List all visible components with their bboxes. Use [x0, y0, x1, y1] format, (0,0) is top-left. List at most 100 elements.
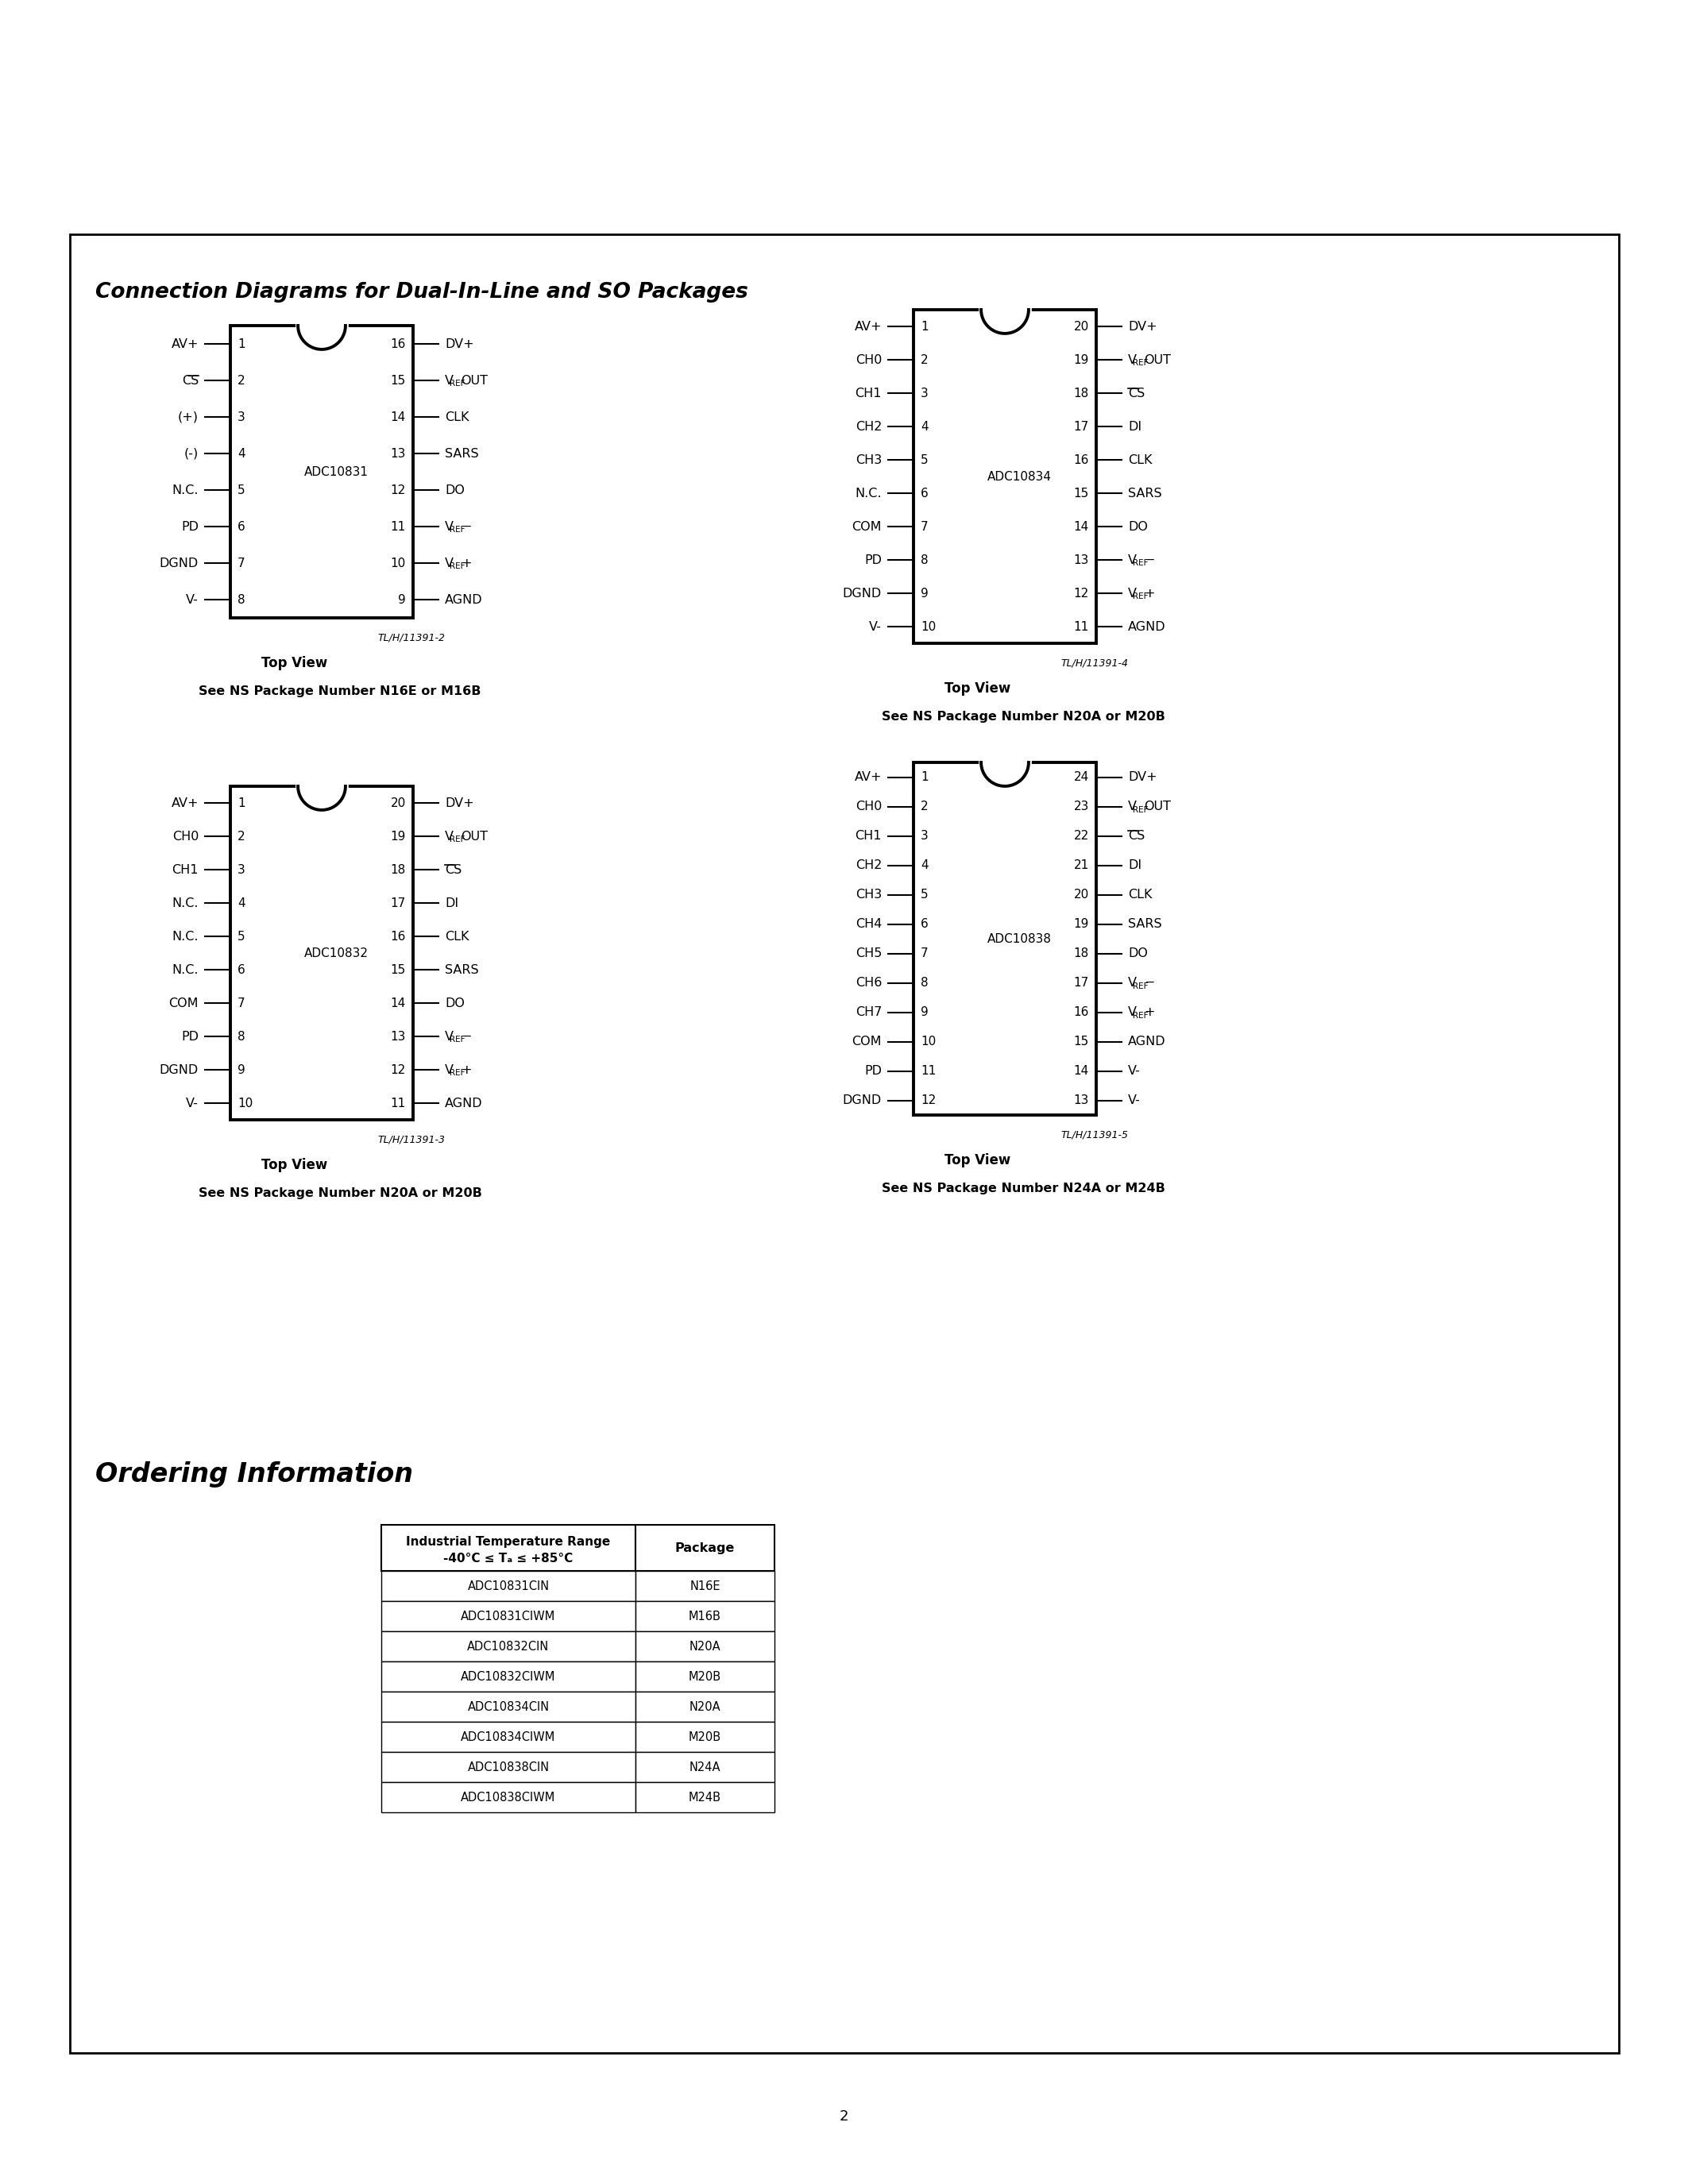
Text: 8: 8: [238, 594, 245, 605]
Text: 21: 21: [1074, 858, 1089, 871]
Bar: [69, 234, 1619, 2053]
Text: DI: DI: [1128, 858, 1141, 871]
Text: DV+: DV+: [446, 339, 474, 349]
Text: V: V: [1128, 555, 1136, 566]
Bar: [635, 1570, 775, 1601]
Text: CS: CS: [1128, 830, 1144, 841]
Bar: [635, 1782, 775, 1813]
Text: 8: 8: [920, 555, 928, 566]
Text: V-: V-: [186, 1096, 199, 1109]
Bar: [381, 1631, 635, 1662]
Text: REF: REF: [1133, 983, 1148, 989]
Text: 14: 14: [1074, 1066, 1089, 1077]
Bar: [635, 1601, 775, 1631]
Text: ADC10838: ADC10838: [987, 933, 1052, 946]
Text: 11: 11: [920, 1066, 935, 1077]
Text: CH3: CH3: [856, 889, 881, 900]
Bar: [381, 1782, 635, 1813]
Text: V: V: [1128, 1007, 1136, 1018]
Text: V: V: [446, 373, 454, 387]
Text: +: +: [1144, 587, 1155, 598]
Text: 12: 12: [1074, 587, 1089, 598]
Text: AGND: AGND: [1128, 1035, 1166, 1048]
Text: CLK: CLK: [1128, 454, 1153, 465]
Text: 2: 2: [839, 2110, 849, 2123]
Text: 7: 7: [238, 998, 245, 1009]
Text: V: V: [1128, 802, 1136, 812]
Text: V-: V-: [186, 594, 199, 605]
Text: 5: 5: [238, 930, 245, 941]
Text: V: V: [446, 1064, 454, 1077]
Text: 11: 11: [1074, 620, 1089, 633]
Text: 15: 15: [390, 963, 405, 976]
Text: COM: COM: [852, 520, 881, 533]
Text: Package: Package: [675, 1542, 734, 1553]
Text: 20: 20: [390, 797, 405, 808]
Text: 19: 19: [1074, 917, 1089, 930]
Text: 17: 17: [1074, 976, 1089, 989]
Text: SARS: SARS: [446, 963, 479, 976]
Text: DGND: DGND: [159, 557, 199, 570]
Text: 18: 18: [390, 863, 405, 876]
Text: REF: REF: [451, 380, 466, 387]
Text: CH6: CH6: [856, 976, 881, 989]
Text: V: V: [446, 520, 454, 533]
Text: ADC10831: ADC10831: [304, 465, 368, 478]
Text: AGND: AGND: [446, 1096, 483, 1109]
Text: 14: 14: [390, 998, 405, 1009]
Text: OUT: OUT: [1144, 802, 1171, 812]
Text: 12: 12: [390, 1064, 405, 1077]
Text: OUT: OUT: [1144, 354, 1171, 365]
Bar: [381, 1524, 635, 1570]
Text: REF: REF: [451, 1035, 466, 1044]
Text: 17: 17: [1074, 422, 1089, 432]
Text: −: −: [461, 520, 471, 533]
Text: CH1: CH1: [856, 830, 881, 841]
Text: CH7: CH7: [856, 1007, 881, 1018]
Text: CH0: CH0: [856, 802, 881, 812]
Text: AGND: AGND: [1128, 620, 1166, 633]
Text: ADC10832CIWM: ADC10832CIWM: [461, 1671, 555, 1682]
Text: Top View: Top View: [262, 1158, 327, 1173]
Text: 7: 7: [920, 948, 928, 959]
Text: 11: 11: [390, 520, 405, 533]
Text: TL/H/11391-2: TL/H/11391-2: [378, 631, 446, 642]
Text: REF: REF: [451, 1068, 466, 1077]
Text: CH4: CH4: [856, 917, 881, 930]
Text: (+): (+): [177, 411, 199, 424]
Text: REF: REF: [1133, 806, 1148, 815]
Bar: [635, 1524, 775, 1570]
Text: DI: DI: [1128, 422, 1141, 432]
Text: 12: 12: [390, 485, 405, 496]
Text: PD: PD: [181, 1031, 199, 1042]
Text: 7: 7: [238, 557, 245, 570]
Text: 22: 22: [1074, 830, 1089, 841]
Text: 9: 9: [398, 594, 405, 605]
Text: ADC10832: ADC10832: [304, 948, 368, 959]
Text: V: V: [1128, 976, 1136, 989]
Text: +: +: [1144, 1007, 1155, 1018]
Text: ADC10834: ADC10834: [987, 470, 1052, 483]
Text: CLK: CLK: [446, 411, 469, 424]
Text: 4: 4: [238, 448, 245, 459]
Text: CH0: CH0: [856, 354, 881, 365]
Text: CH2: CH2: [856, 422, 881, 432]
Text: N20A: N20A: [689, 1640, 721, 1653]
Text: ADC10834CIN: ADC10834CIN: [468, 1701, 549, 1712]
Text: See NS Package Number N20A or M20B: See NS Package Number N20A or M20B: [199, 1188, 483, 1199]
Text: V: V: [446, 830, 454, 843]
Text: DV+: DV+: [1128, 771, 1156, 784]
Text: 9: 9: [238, 1064, 245, 1077]
Text: TL/H/11391-3: TL/H/11391-3: [378, 1133, 446, 1144]
Text: PD: PD: [864, 555, 881, 566]
Text: DO: DO: [1128, 948, 1148, 959]
Text: SARS: SARS: [446, 448, 479, 459]
Text: 16: 16: [1074, 1007, 1089, 1018]
Text: Ordering Information: Ordering Information: [95, 1461, 414, 1487]
Text: N24A: N24A: [689, 1760, 721, 1773]
Text: −: −: [1144, 976, 1155, 989]
Text: 3: 3: [920, 387, 928, 400]
Text: REF: REF: [1133, 592, 1148, 601]
Bar: [381, 1601, 635, 1631]
Text: DO: DO: [1128, 520, 1148, 533]
